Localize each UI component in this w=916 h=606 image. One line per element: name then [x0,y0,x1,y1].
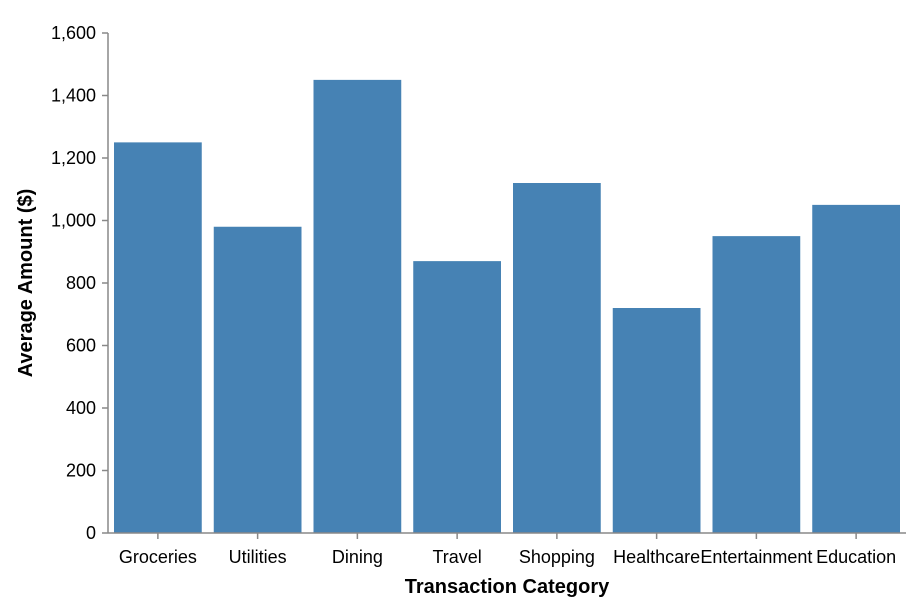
x-tick-label-healthcare: Healthcare [613,547,700,567]
x-tick-label-education: Education [816,547,896,567]
y-tick-label: 200 [66,461,96,481]
y-tick-label: 1,200 [51,148,96,168]
y-tick-label: 400 [66,398,96,418]
y-tick-label: 1,000 [51,211,96,231]
x-axis: Groceries Utilities Dining Travel Shopping He… [108,532,906,567]
y-tick-label: 0 [86,523,96,543]
y-tick-label: 1,600 [51,23,96,43]
bars-layer [114,79,900,533]
bar-groceries [114,142,202,533]
y-tick-label: 1,400 [51,86,96,106]
x-tick-label-utilities: Utilities [229,547,287,567]
bar-travel [413,261,501,533]
x-tick-label-dining: Dining [332,547,383,567]
x-tick-label-groceries: Groceries [119,547,197,567]
x-tick-label-entertainment: Entertainment [700,547,812,567]
x-tick-label-travel: Travel [432,547,481,567]
x-axis-title: Transaction Category [405,576,610,598]
y-axis: 0 200 400 600 800 1,000 1,200 1,400 1,600 [51,23,109,543]
bar-entertainment [712,236,801,533]
bar-utilities [213,226,302,533]
bar-healthcare [612,308,701,533]
x-tick-label-shopping: Shopping [519,547,595,567]
bar-dining [313,79,402,533]
bar-education [812,204,900,533]
y-tick-label: 800 [66,273,96,293]
y-tick-label: 600 [66,336,96,356]
y-axis-title: Average Amount ($) [15,189,37,378]
bar-shopping [513,183,601,533]
